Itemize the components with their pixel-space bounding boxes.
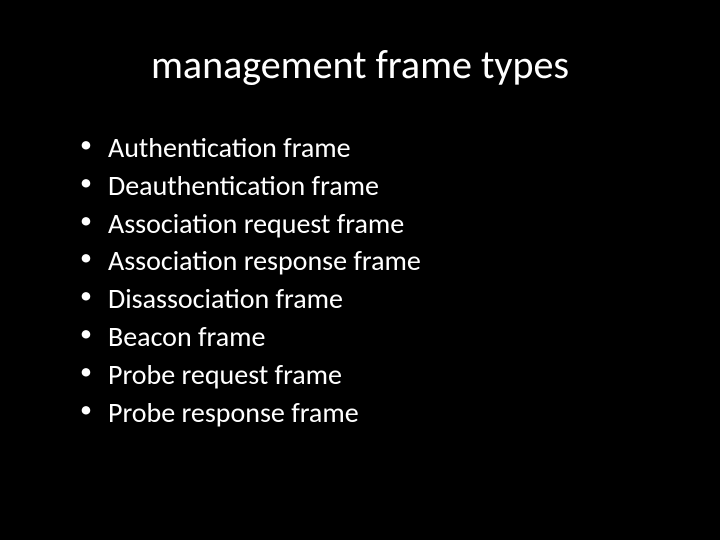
- list-item: Probe request frame: [80, 356, 670, 394]
- list-item: Authentication frame: [80, 129, 670, 167]
- bullet-list: Authentication frame Deauthentication fr…: [50, 129, 670, 431]
- list-item: Deauthentication frame: [80, 167, 670, 205]
- list-item: Association request frame: [80, 205, 670, 243]
- list-item: Probe response frame: [80, 394, 670, 432]
- slide-container: management frame types Authentication fr…: [0, 0, 720, 540]
- slide-title: management frame types: [50, 40, 670, 89]
- list-item: Association response frame: [80, 242, 670, 280]
- list-item: Beacon frame: [80, 318, 670, 356]
- list-item: Disassociation frame: [80, 280, 670, 318]
